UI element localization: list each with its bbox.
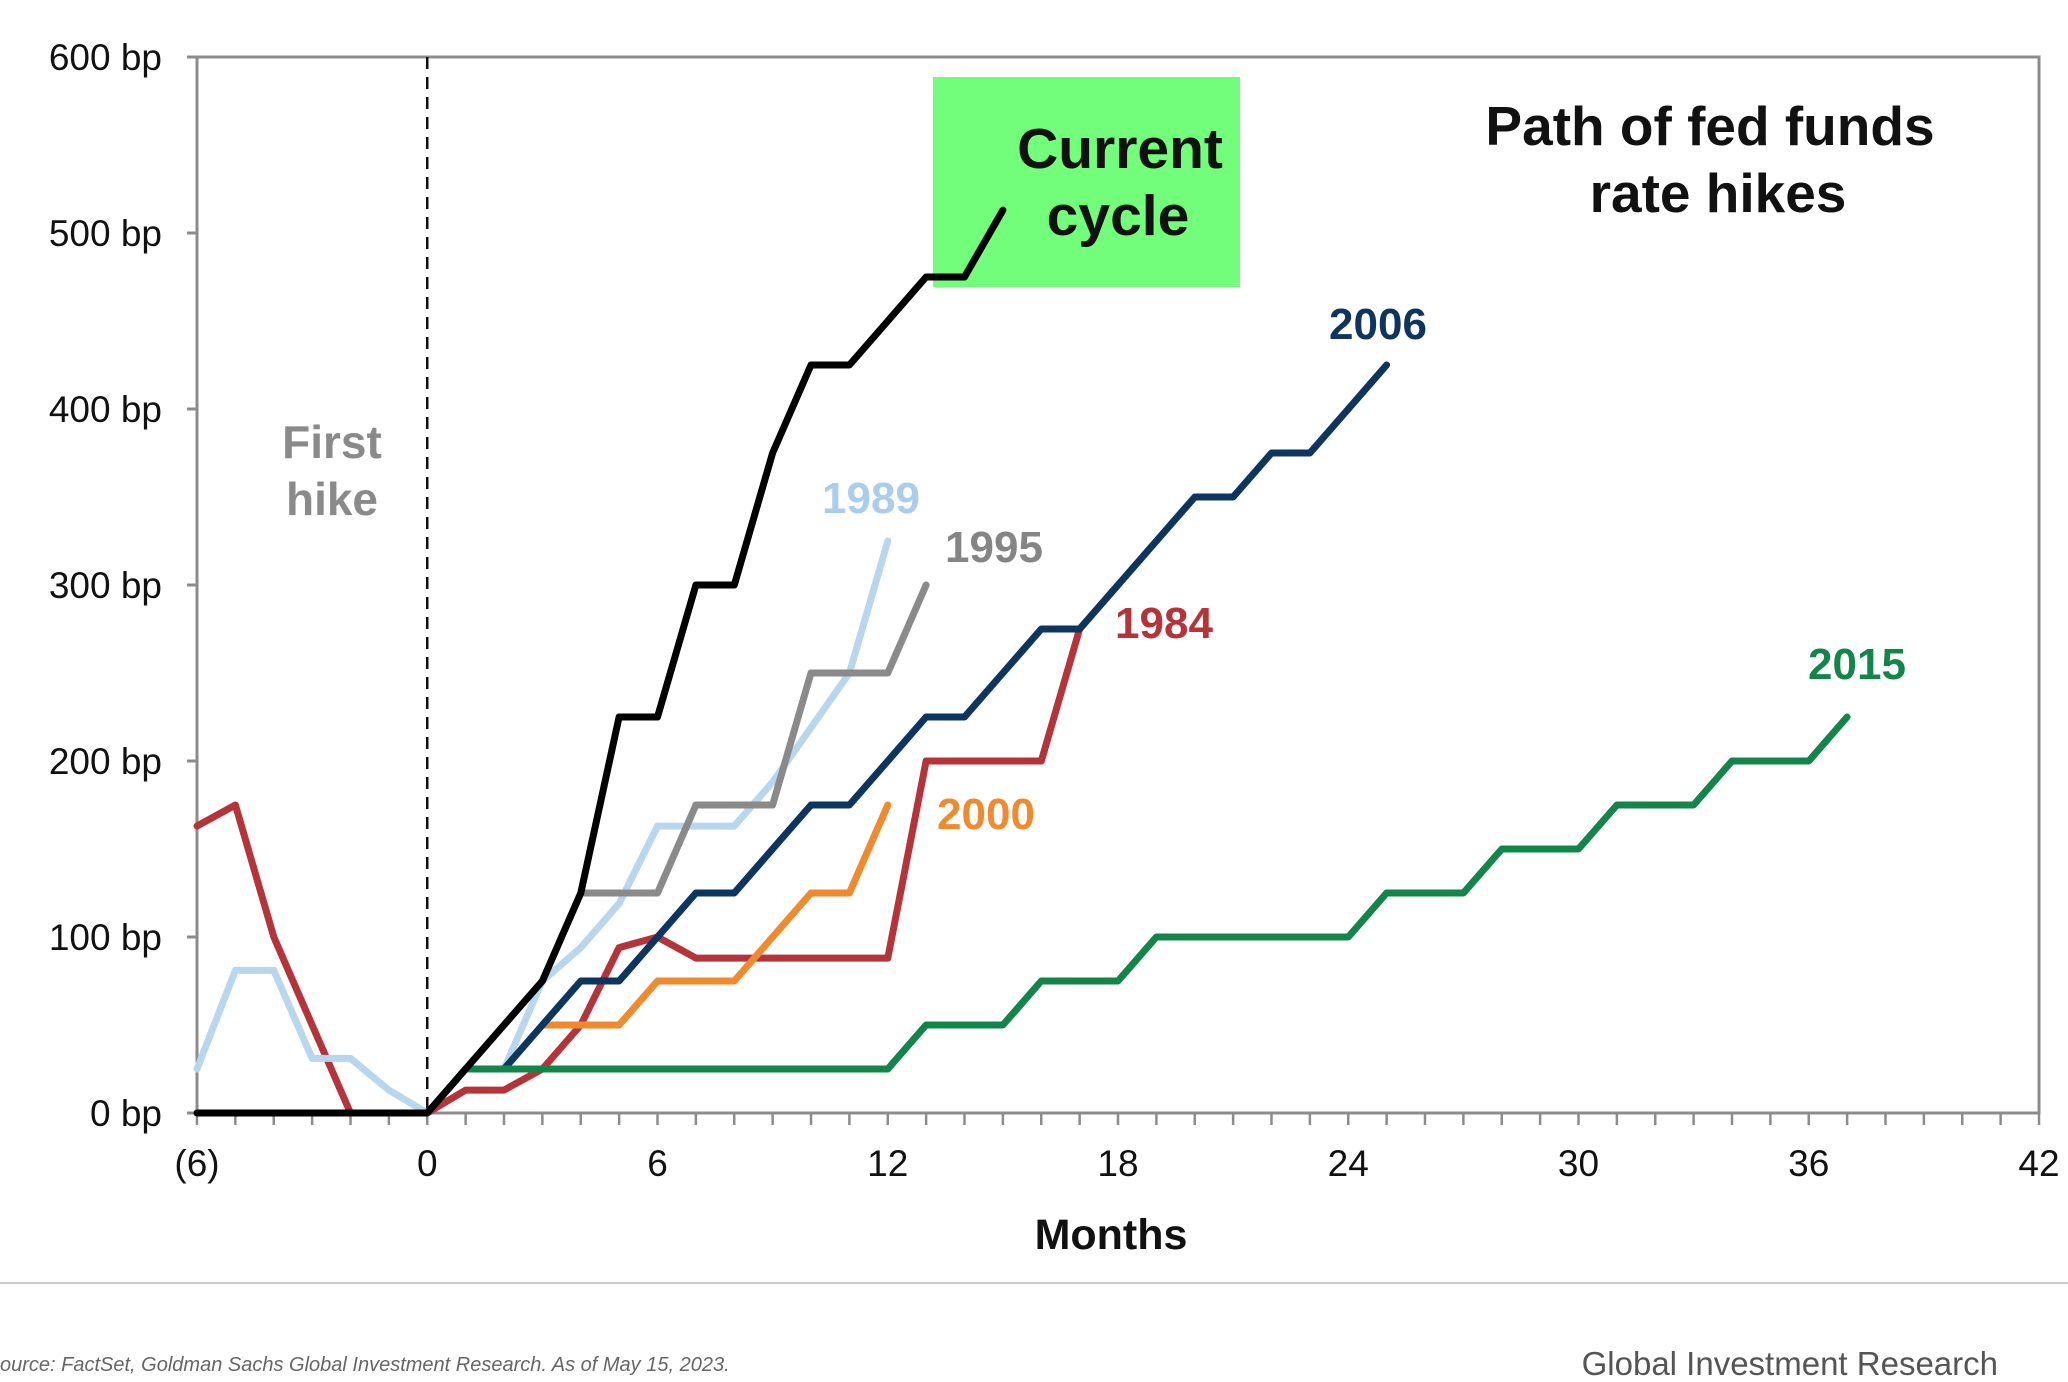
x-axis-title: Months <box>1035 1211 1188 1259</box>
series-label-2000: 2000 <box>937 790 1035 839</box>
x-tick-label: 6 <box>647 1143 668 1184</box>
x-tick-label: 24 <box>1328 1143 1369 1184</box>
chart-title-line-2: rate hikes <box>1590 162 1847 224</box>
x-tick-label: 18 <box>1097 1143 1138 1184</box>
x-tick-label: (6) <box>174 1143 219 1184</box>
footer-brand: Global Investment Research <box>1582 1345 1998 1382</box>
y-axis: 0 bp 100 bp 200 bp 300 bp 400 bp 500 bp 600 bp <box>49 37 197 1134</box>
x-tick-label: 12 <box>867 1143 908 1184</box>
current-cycle-label-line-2: cycle <box>1047 184 1190 248</box>
x-tick-label: 0 <box>417 1143 438 1184</box>
series-label-1984: 1984 <box>1115 599 1213 648</box>
series-label-1995: 1995 <box>945 523 1043 572</box>
x-tick-label: 30 <box>1558 1143 1599 1184</box>
series-label-2015: 2015 <box>1808 640 1906 689</box>
y-tick-label: 0 bp <box>90 1093 162 1134</box>
series-lines <box>193 206 1851 1117</box>
x-axis: (6) 0 6 12 18 24 30 36 42 <box>174 1113 2060 1184</box>
current-cycle-highlight-box <box>933 77 1240 287</box>
series-label-1989: 1989 <box>822 474 920 523</box>
y-tick-label: 400 bp <box>49 389 162 430</box>
series-label-2006: 2006 <box>1329 300 1427 349</box>
y-tick-label: 200 bp <box>49 741 162 782</box>
chart-title-line-1: Path of fed funds <box>1485 95 1934 157</box>
series-line-2015 <box>423 713 1851 1117</box>
y-tick-label: 100 bp <box>49 917 162 958</box>
current-cycle-label-line-1: Current <box>1017 117 1223 181</box>
y-tick-label: 600 bp <box>49 37 162 78</box>
series-line-1984 <box>193 581 1122 1117</box>
series-line-2000 <box>538 801 892 1029</box>
first-hike-annotation-line-2: hike <box>286 473 378 525</box>
footer-source-note: ource: FactSet, Goldman Sachs Global Inv… <box>0 1354 730 1376</box>
x-tick-label: 42 <box>2018 1143 2059 1184</box>
x-tick-label: 36 <box>1788 1143 1829 1184</box>
series-line-current-cycle <box>193 206 1007 1117</box>
y-tick-label: 500 bp <box>49 213 162 254</box>
first-hike-annotation-line-1: First <box>282 416 382 468</box>
series-line-2006 <box>423 361 1391 1117</box>
y-tick-label: 300 bp <box>49 565 162 606</box>
